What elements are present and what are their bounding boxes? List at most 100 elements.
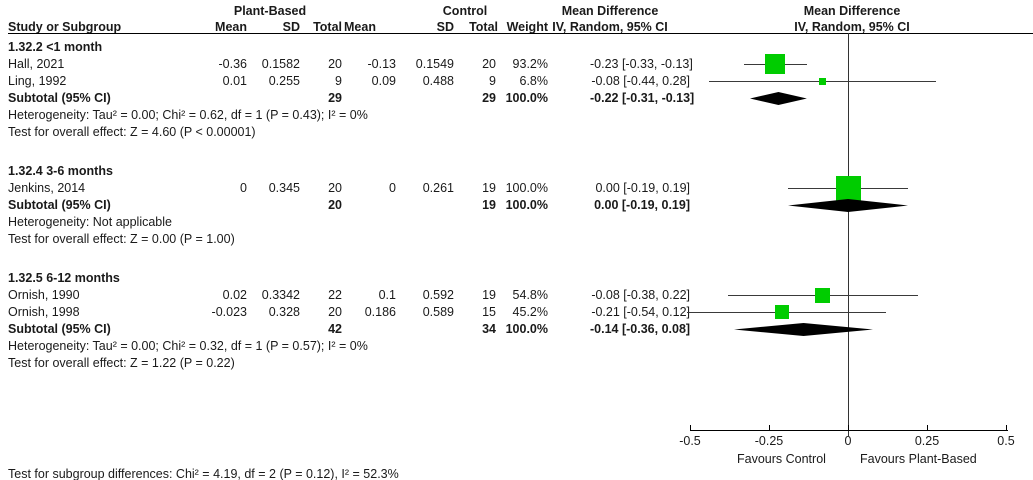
x-axis-tick-label: 0 — [844, 434, 852, 448]
study-label: Ling, 1992 — [8, 74, 67, 88]
study-weight: 6.8% — [519, 74, 549, 88]
study-mean-plant: 0 — [240, 181, 247, 195]
study-sd-plant: 0.3342 — [261, 288, 300, 302]
study-mean-control: 0.1 — [378, 288, 396, 302]
study-sd-control: 0.1549 — [415, 57, 454, 71]
study-sd-plant: 0.1582 — [261, 57, 300, 71]
subgroup-title: 1.32.2 <1 month — [8, 40, 103, 54]
study-sd-plant: 0.328 — [268, 305, 300, 319]
x-axis-tick — [927, 425, 928, 431]
subtotal-label: Subtotal (95% CI) — [8, 322, 111, 336]
study-total-plant: 9 — [335, 74, 342, 88]
subgroup-title: 1.32.5 6-12 months — [8, 271, 120, 285]
study-total-control: 15 — [482, 305, 496, 319]
header-group-mean-difference-left: Mean Difference — [561, 4, 659, 18]
header-col-sd-plant: SD — [282, 20, 300, 34]
subtotal-label: Subtotal (95% CI) — [8, 91, 111, 105]
header-rule-top — [8, 33, 1033, 34]
effect-size-marker — [774, 305, 789, 319]
study-ci-text: -0.21 [-0.54, 0.12] — [591, 305, 690, 319]
heterogeneity-text: Heterogeneity: Not applicable — [8, 215, 172, 229]
study-ci-text: -0.23 [-0.33, -0.13] — [590, 57, 693, 71]
subtotal-weight: 100.0% — [505, 322, 548, 336]
x-axis-tick-label: 0.5 — [997, 434, 1015, 448]
overall-effect-text: Test for overall effect: Z = 1.22 (P = 0… — [8, 356, 235, 370]
header-col-ci-left: IV, Random, 95% CI — [552, 20, 668, 34]
summary-diamond — [750, 91, 807, 105]
subtotal-total-plant: 29 — [328, 91, 342, 105]
overall-effect-text: Test for overall effect: Z = 0.00 (P = 1… — [8, 232, 235, 246]
study-mean-plant: -0.023 — [211, 305, 247, 319]
study-sd-plant: 0.255 — [268, 74, 300, 88]
header-col-total-control: Total — [469, 20, 498, 34]
forest-plot-canvas — [660, 33, 1033, 436]
summary-diamond — [787, 198, 909, 212]
study-sd-control: 0.261 — [422, 181, 454, 195]
study-sd-plant: 0.345 — [268, 181, 300, 195]
study-mean-control: -0.13 — [367, 57, 397, 71]
subtotal-total-control: 29 — [482, 91, 496, 105]
header-col-ci-right: IV, Random, 95% CI — [794, 20, 910, 34]
study-label: Ornish, 1990 — [8, 288, 80, 302]
study-total-control: 20 — [482, 57, 496, 71]
x-axis-tick — [690, 425, 691, 431]
study-total-plant: 20 — [328, 305, 342, 319]
header-col-sd-control: SD — [436, 20, 454, 34]
x-axis-tick — [769, 425, 770, 431]
x-axis-tick-label: -0.5 — [679, 434, 701, 448]
subtotal-total-control: 19 — [482, 198, 496, 212]
study-total-plant: 22 — [328, 288, 342, 302]
study-total-plant: 20 — [328, 57, 342, 71]
study-mean-control: 0.09 — [371, 74, 396, 88]
study-mean-plant: 0.02 — [222, 288, 247, 302]
study-label: Hall, 2021 — [8, 57, 65, 71]
favours-control-label: Favours Control — [737, 452, 826, 466]
header-col-weight: Weight — [506, 20, 548, 34]
header-group-plant-based: Plant-Based — [233, 4, 307, 18]
study-total-control: 19 — [482, 288, 496, 302]
study-weight: 45.2% — [512, 305, 548, 319]
study-label: Ornish, 1998 — [8, 305, 80, 319]
subtotal-ci-text: -0.22 [-0.31, -0.13] — [590, 91, 695, 105]
subtotal-total-control: 34 — [482, 322, 496, 336]
subtotal-label: Subtotal (95% CI) — [8, 198, 111, 212]
study-mean-control: 0.186 — [364, 305, 396, 319]
study-sd-control: 0.488 — [422, 74, 454, 88]
subtotal-ci-text: -0.14 [-0.36, 0.08] — [590, 322, 691, 336]
study-sd-control: 0.592 — [422, 288, 454, 302]
subgroup-differences-text: Test for subgroup differences: Chi² = 4.… — [8, 467, 399, 480]
effect-size-marker — [765, 54, 786, 74]
subgroup-title: 1.32.4 3-6 months — [8, 164, 113, 178]
study-total-control: 9 — [489, 74, 496, 88]
study-total-control: 19 — [482, 181, 496, 195]
effect-size-marker — [835, 175, 861, 201]
study-sd-control: 0.589 — [422, 305, 454, 319]
study-total-plant: 20 — [328, 181, 342, 195]
heterogeneity-text: Heterogeneity: Tau² = 0.00; Chi² = 0.32,… — [8, 339, 368, 353]
study-mean-control: 0 — [389, 181, 396, 195]
x-axis-tick-label: 0.25 — [914, 434, 940, 448]
effect-size-marker — [815, 287, 831, 303]
study-ci-text: 0.00 [-0.19, 0.19] — [595, 181, 690, 195]
study-mean-plant: 0.01 — [222, 74, 247, 88]
study-ci-text: -0.08 [-0.44, 0.28] — [591, 74, 690, 88]
summary-diamond — [734, 322, 874, 336]
null-effect-line — [848, 33, 849, 436]
overall-effect-text: Test for overall effect: Z = 4.60 (P < 0… — [8, 125, 256, 139]
x-axis-tick-label: -0.25 — [754, 434, 784, 448]
header-col-study: Study or Subgroup — [8, 20, 122, 34]
x-axis-line — [690, 430, 1008, 431]
study-ci-text: -0.08 [-0.38, 0.22] — [591, 288, 690, 302]
effect-size-marker — [819, 77, 827, 85]
header-col-mean-plant: Mean — [215, 20, 247, 34]
subtotal-weight: 100.0% — [505, 198, 548, 212]
header-col-mean-control: Mean — [344, 20, 376, 34]
study-weight: 93.2% — [512, 57, 548, 71]
subtotal-ci-text: 0.00 [-0.19, 0.19] — [594, 198, 690, 212]
subtotal-total-plant: 20 — [328, 198, 342, 212]
favours-plant-based-label: Favours Plant-Based — [860, 452, 977, 466]
subtotal-weight: 100.0% — [505, 91, 548, 105]
x-axis-tick — [1006, 425, 1007, 431]
heterogeneity-text: Heterogeneity: Tau² = 0.00; Chi² = 0.62,… — [8, 108, 368, 122]
